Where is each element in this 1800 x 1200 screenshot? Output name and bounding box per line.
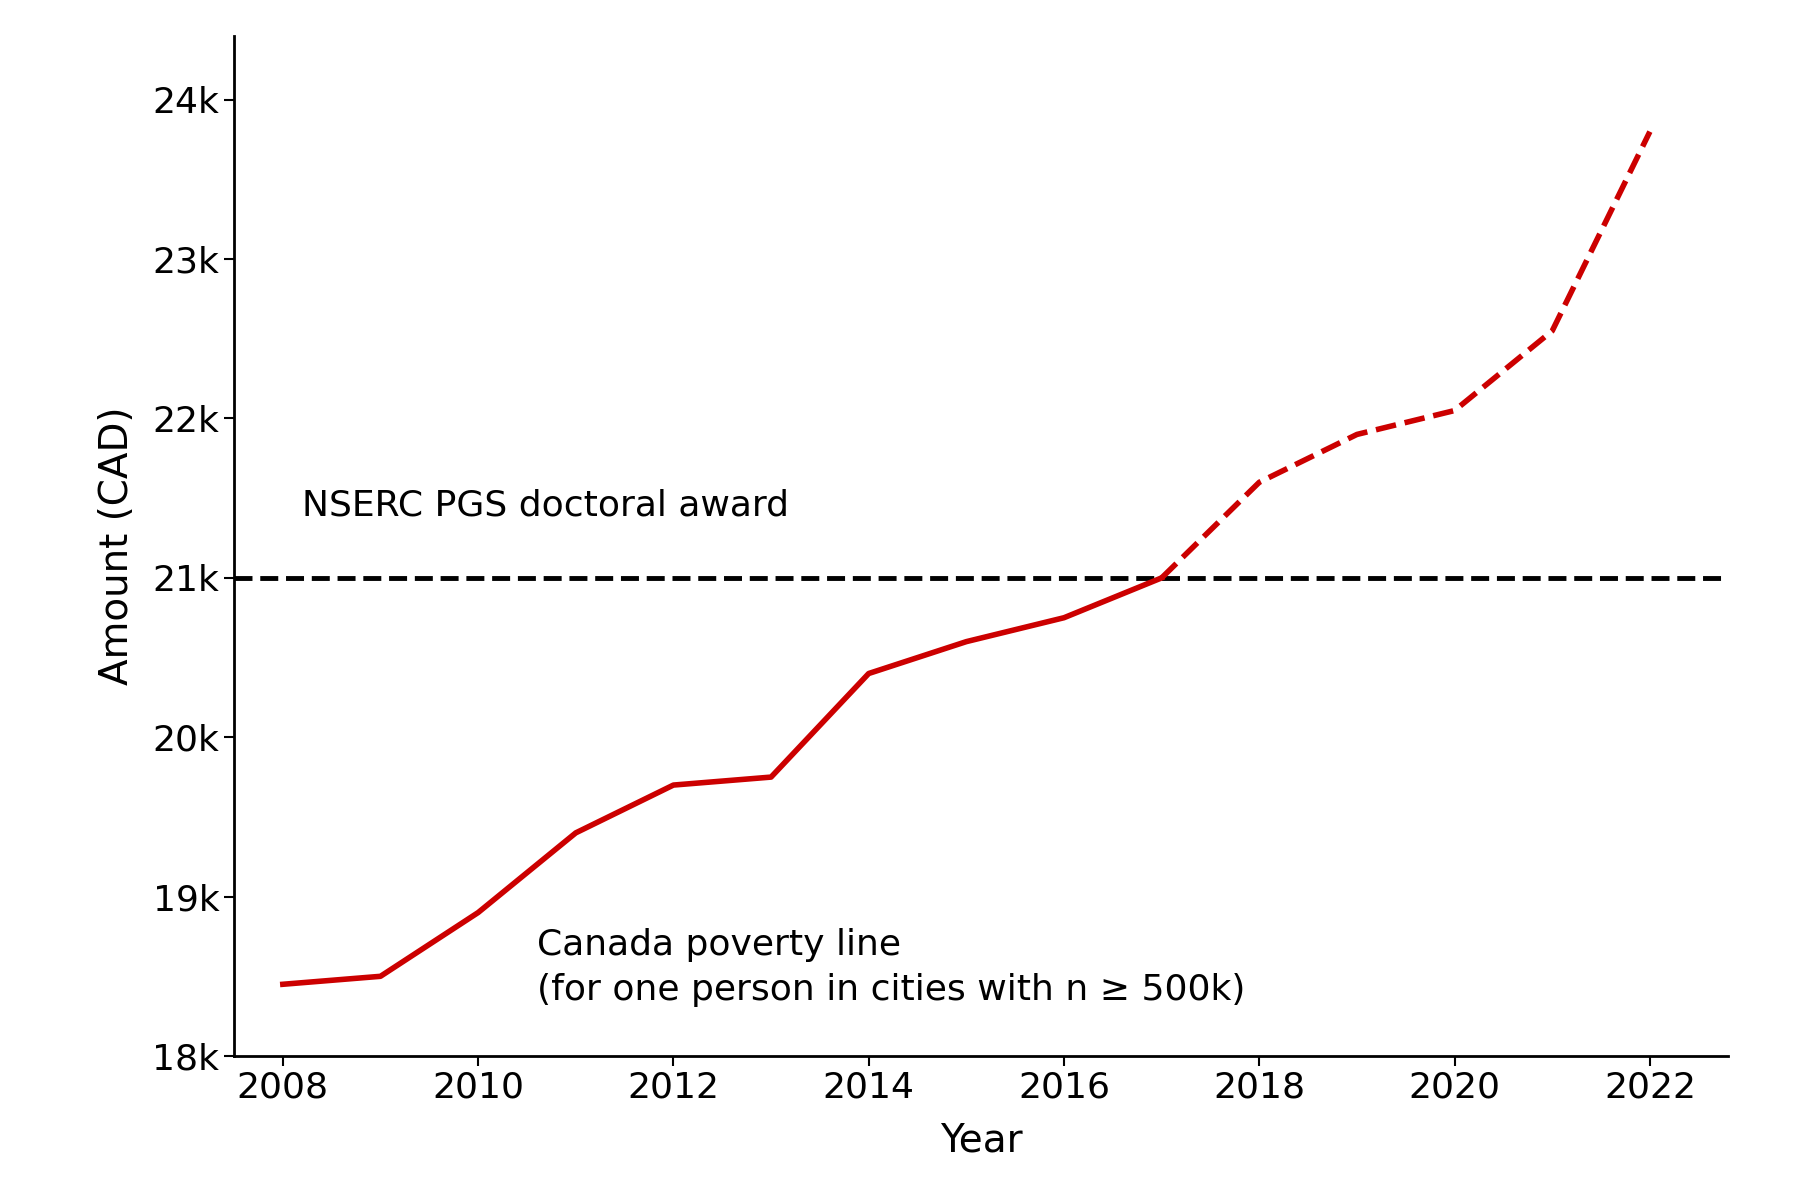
Text: NSERC PGS doctoral award: NSERC PGS doctoral award: [302, 488, 790, 522]
Text: Canada poverty line
(for one person in cities with n ≥ 500k): Canada poverty line (for one person in c…: [536, 929, 1246, 1007]
X-axis label: Year: Year: [940, 1121, 1022, 1159]
Y-axis label: Amount (CAD): Amount (CAD): [97, 407, 135, 685]
